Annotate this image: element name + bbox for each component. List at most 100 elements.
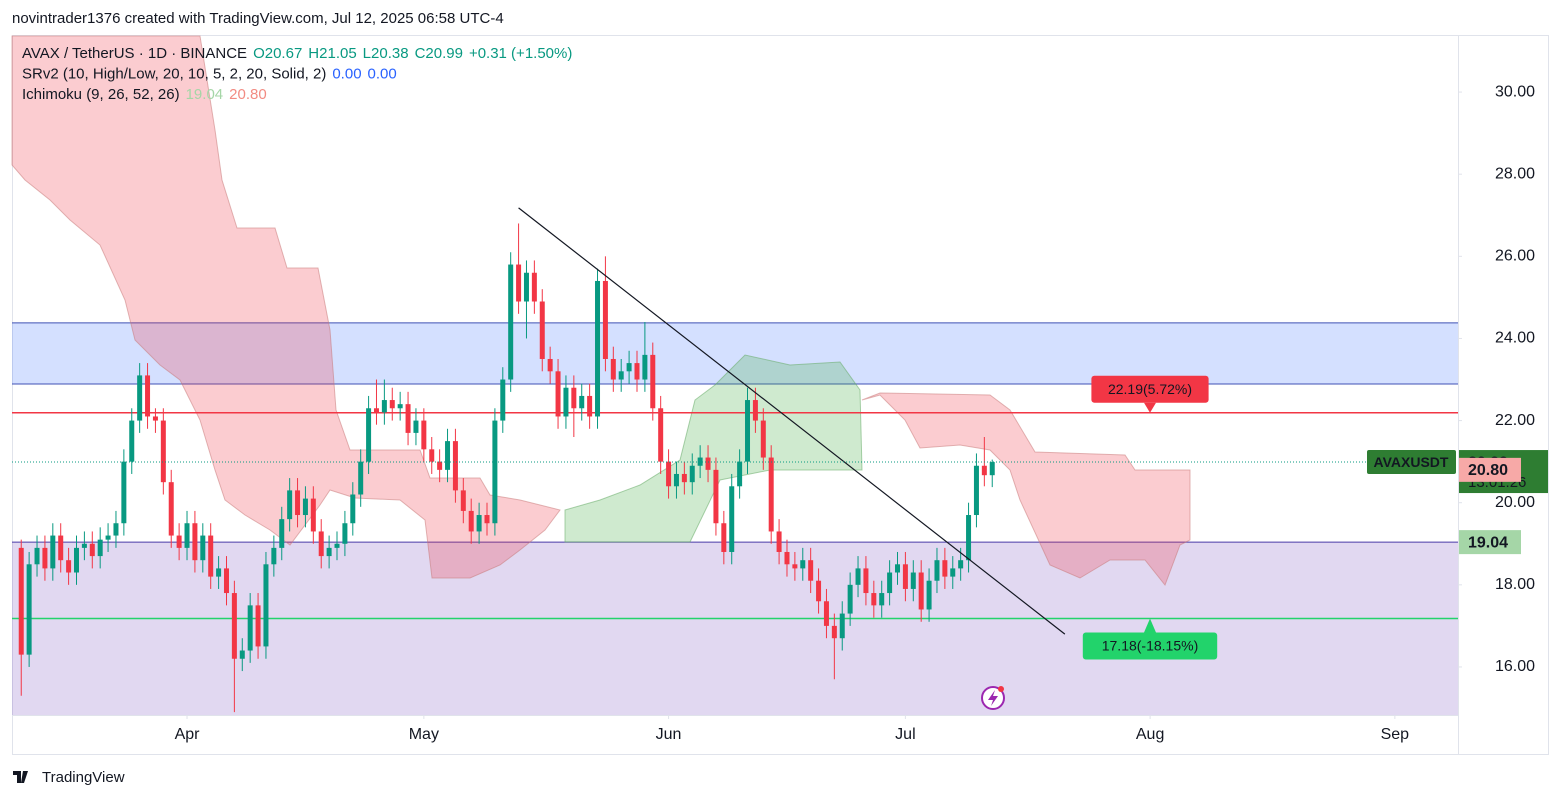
candle-body	[350, 494, 356, 524]
target-label: 22.19(5.72%)	[1108, 381, 1192, 397]
candle-body	[452, 441, 458, 491]
y-tick-label: 30.00	[1495, 83, 1535, 100]
x-tick-label: Jul	[895, 726, 915, 743]
candle-body	[58, 535, 64, 561]
candle-body	[137, 375, 143, 421]
zone	[12, 322, 1458, 385]
candle-body	[413, 420, 419, 433]
trendline	[518, 207, 1066, 635]
candle-body	[358, 461, 364, 495]
x-tick-label: May	[409, 726, 439, 743]
legend-item: Ichimoku (9, 26, 52, 26)	[22, 86, 180, 103]
candle-body	[958, 560, 964, 569]
legend-item: 20.80	[229, 86, 267, 103]
candle-body	[50, 535, 56, 569]
event-icon-dot[interactable]	[998, 686, 1004, 692]
legend-item: 19.04	[186, 86, 224, 103]
candle-body	[81, 543, 87, 548]
candle-body	[373, 408, 379, 413]
candle-body	[492, 420, 498, 524]
candle-body	[942, 560, 948, 577]
candle-body	[776, 531, 782, 552]
attribution: novintrader1376 created with TradingView…	[12, 10, 504, 27]
candle-body	[752, 400, 758, 421]
candle-body	[918, 572, 924, 610]
legend-item: 0.00	[368, 65, 397, 82]
candle-body	[571, 387, 577, 409]
target-label-pointer	[1144, 618, 1156, 633]
candle-body	[602, 280, 608, 359]
candle-body	[555, 371, 561, 417]
candle-body	[66, 560, 72, 573]
target-label-pointer	[1144, 402, 1156, 413]
candle-body	[476, 515, 482, 532]
target-label-box	[1082, 632, 1218, 660]
legend-item: C20.99	[415, 45, 463, 62]
candle-body	[950, 568, 956, 577]
candle-body	[129, 420, 135, 462]
candle-body	[863, 568, 869, 594]
candle-body	[247, 605, 253, 651]
candle-body	[989, 462, 995, 476]
candle-body	[405, 404, 411, 433]
candle-body	[681, 473, 687, 483]
event-icon[interactable]	[981, 686, 1005, 710]
event-icon-bolt[interactable]	[988, 690, 998, 706]
cloud-red-future	[861, 392, 1191, 586]
candle-body	[595, 280, 601, 417]
y-tick-label: 20.00	[1495, 494, 1535, 511]
zone	[12, 542, 1458, 715]
candle-body	[792, 564, 798, 569]
candle-body	[145, 375, 151, 417]
candle-body	[760, 420, 766, 458]
x-tick-label: Aug	[1136, 726, 1164, 743]
y-tick-label: 24.00	[1495, 330, 1535, 347]
candle-body	[910, 572, 916, 589]
legend-item: H21.05	[308, 45, 356, 62]
candle-body	[579, 395, 585, 409]
candle-body	[160, 420, 166, 483]
chart-frame	[12, 35, 1549, 755]
x-tick-label: Apr	[175, 726, 201, 743]
candle-body	[97, 539, 103, 557]
candle-body	[523, 272, 529, 302]
y-tick-label: 28.00	[1495, 165, 1535, 182]
candle-body	[721, 523, 727, 552]
y-tick-label: 18.00	[1495, 576, 1535, 593]
candle-body	[973, 465, 979, 516]
candle-body	[239, 650, 245, 659]
candle-body	[26, 564, 32, 655]
legend-item: +0.31 (+1.50%)	[469, 45, 572, 62]
candle-body	[658, 408, 664, 462]
legend-item: O20.67	[253, 45, 302, 62]
legend-item: 0.00	[332, 65, 361, 82]
candle-body	[808, 560, 814, 581]
target-label: 17.18(-18.15%)	[1102, 638, 1199, 654]
candle-body	[255, 605, 261, 647]
candle-body	[310, 498, 316, 532]
candle-body	[445, 441, 451, 470]
candle-body	[121, 461, 127, 524]
candle-body	[587, 395, 593, 417]
candle-body	[105, 535, 111, 540]
candle-body	[745, 400, 751, 462]
candle-body	[231, 593, 237, 659]
candle-body	[271, 547, 277, 565]
candle-body	[689, 465, 695, 483]
candle-body	[879, 593, 885, 606]
candle-body	[981, 465, 987, 476]
price-label: 20.80	[1468, 462, 1508, 479]
legend-line: SRv2 (10, High/Low, 20, 10, 5, 2, 20, So…	[22, 65, 397, 82]
candle-body	[768, 457, 774, 532]
candle-body	[421, 420, 427, 450]
candle-body	[855, 568, 861, 585]
candle-body	[500, 379, 506, 421]
candle-body	[200, 535, 206, 561]
logo-mark	[13, 771, 28, 783]
y-tick-label: 26.00	[1495, 248, 1535, 265]
candle-body	[389, 400, 395, 409]
candle-body	[713, 469, 719, 524]
candle-body	[176, 535, 182, 548]
